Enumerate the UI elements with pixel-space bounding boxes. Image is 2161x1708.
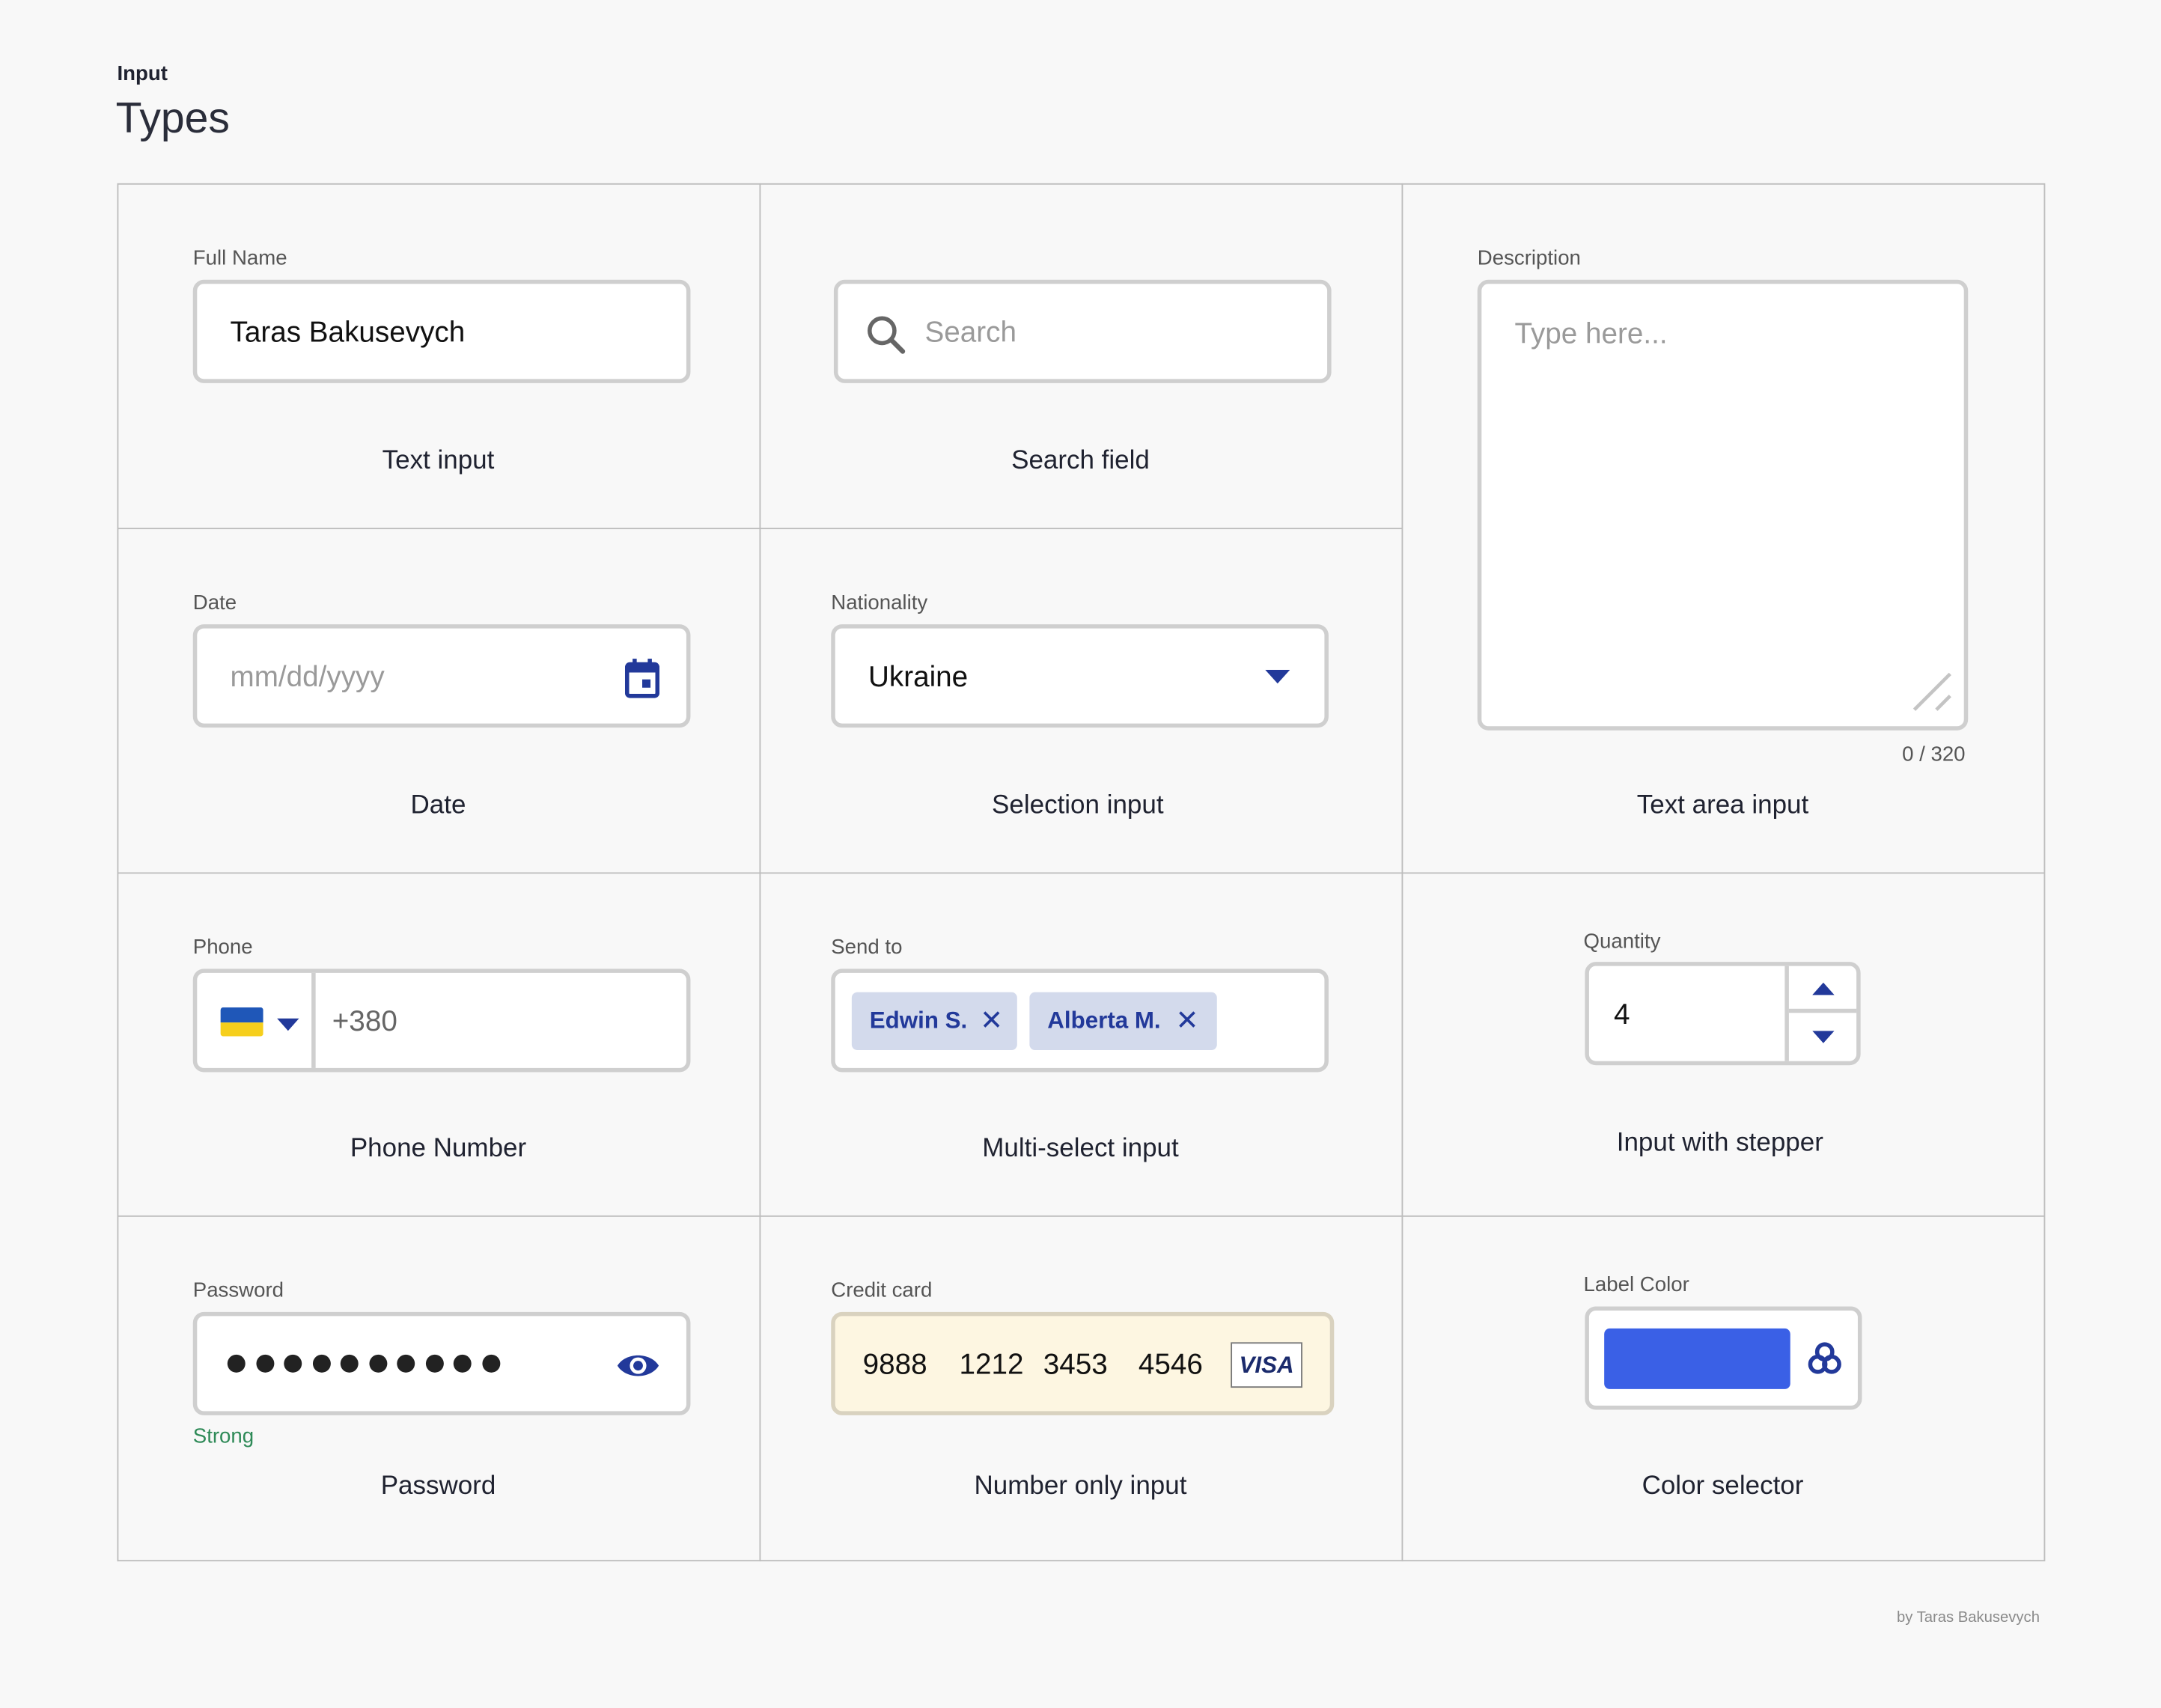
- textarea-placeholder: Type here...: [1514, 318, 1668, 350]
- send-to-multiselect[interactable]: Edwin S. ✕ Alberta M. ✕: [831, 969, 1329, 1073]
- chip-label: Alberta M.: [1047, 1007, 1161, 1034]
- cell-caption: Search field: [1011, 446, 1150, 476]
- cell-caption: Selection input: [992, 790, 1164, 820]
- cell-caption: Number only input: [974, 1471, 1187, 1501]
- password-mask: [227, 1354, 510, 1376]
- selected-value: Ukraine: [868, 661, 969, 694]
- password-dot: [312, 1354, 330, 1373]
- password-dot: [340, 1354, 359, 1373]
- password-dot: [255, 1354, 274, 1373]
- field-label: Phone: [192, 936, 253, 960]
- password-dot: [284, 1354, 302, 1373]
- cell-caption: Multi-select input: [982, 1134, 1179, 1163]
- quantity-stepper[interactable]: 4: [1585, 962, 1861, 1066]
- character-counter: 0 / 320: [1902, 742, 1966, 766]
- author-credit: by Taras Bakusevych: [1896, 1609, 2040, 1626]
- resize-handle-icon[interactable]: [1912, 671, 1953, 713]
- search-input[interactable]: Search: [833, 279, 1332, 383]
- increment-button[interactable]: [1788, 966, 1857, 1013]
- decrement-button[interactable]: [1789, 1013, 1856, 1061]
- arrow-up-icon: [1812, 982, 1835, 995]
- password-dot: [227, 1354, 246, 1373]
- credit-card-input[interactable]: 9888 1212 3453 4546 VISA: [831, 1311, 1335, 1415]
- cell-caption: Password: [380, 1471, 496, 1501]
- password-dot: [397, 1354, 415, 1373]
- phone-input[interactable]: +380: [192, 969, 691, 1073]
- field-label: Nationality: [831, 591, 928, 615]
- password-dot: [453, 1354, 472, 1373]
- date-input[interactable]: mm/dd/yyyy: [192, 624, 691, 728]
- visa-logo: VISA: [1231, 1342, 1302, 1388]
- card-group: 4546: [1138, 1349, 1203, 1381]
- password-dot: [481, 1354, 500, 1373]
- field-label: Label Color: [1583, 1273, 1689, 1297]
- search-icon: [868, 316, 906, 354]
- stepper-controls: [1784, 966, 1857, 1061]
- card-group: 1212: [959, 1349, 1024, 1381]
- page-title: Types: [115, 94, 230, 142]
- description-textarea[interactable]: Type here...: [1477, 279, 1969, 731]
- cell-caption: Input with stepper: [1616, 1128, 1823, 1158]
- cell-caption: Date: [410, 790, 466, 820]
- field-label: Quantity: [1583, 930, 1661, 954]
- cell-caption: Phone Number: [350, 1134, 527, 1163]
- cell-caption: Color selector: [1642, 1471, 1804, 1501]
- ukraine-flag-icon: [220, 1007, 263, 1037]
- card-group: 9888: [862, 1349, 927, 1381]
- chip[interactable]: Alberta M. ✕: [1029, 992, 1217, 1050]
- cell-caption: Text area input: [1636, 790, 1809, 820]
- password-dot: [368, 1354, 387, 1373]
- remove-chip-icon[interactable]: ✕: [980, 1006, 1003, 1037]
- section-eyebrow: Input: [117, 61, 168, 86]
- color-palette-icon[interactable]: [1807, 1341, 1843, 1376]
- color-selector[interactable]: [1585, 1306, 1862, 1410]
- arrow-down-icon: [1812, 1031, 1835, 1043]
- field-label: Send to: [831, 936, 903, 960]
- field-label: Credit card: [831, 1278, 933, 1302]
- password-input[interactable]: [192, 1311, 691, 1415]
- password-dot: [425, 1354, 443, 1373]
- eye-icon[interactable]: [616, 1350, 660, 1381]
- chip-label: Edwin S.: [869, 1007, 968, 1034]
- password-strength: Strong: [192, 1424, 254, 1449]
- full-name-input[interactable]: Taras Bakusevych: [192, 279, 691, 383]
- calendar-icon[interactable]: [623, 657, 662, 698]
- remove-chip-icon[interactable]: ✕: [1175, 1006, 1199, 1037]
- search-placeholder: Search: [924, 317, 1017, 349]
- quantity-value: 4: [1614, 998, 1630, 1031]
- date-placeholder: mm/dd/yyyy: [230, 661, 385, 694]
- country-code-select[interactable]: [197, 972, 316, 1068]
- phone-value: +380: [332, 1006, 397, 1038]
- field-label: Description: [1477, 246, 1581, 270]
- input-value: Taras Bakusevych: [230, 317, 466, 349]
- chip[interactable]: Edwin S. ✕: [851, 992, 1017, 1050]
- chevron-down-icon: [277, 1018, 299, 1031]
- color-swatch[interactable]: [1604, 1328, 1790, 1389]
- field-label: Full Name: [192, 246, 287, 270]
- chevron-down-icon: [1265, 669, 1290, 684]
- card-group: 3453: [1043, 1349, 1108, 1381]
- cell-caption: Text input: [382, 446, 495, 476]
- field-label: Password: [192, 1278, 284, 1302]
- nationality-select[interactable]: Ukraine: [831, 624, 1329, 728]
- field-label: Date: [192, 591, 237, 615]
